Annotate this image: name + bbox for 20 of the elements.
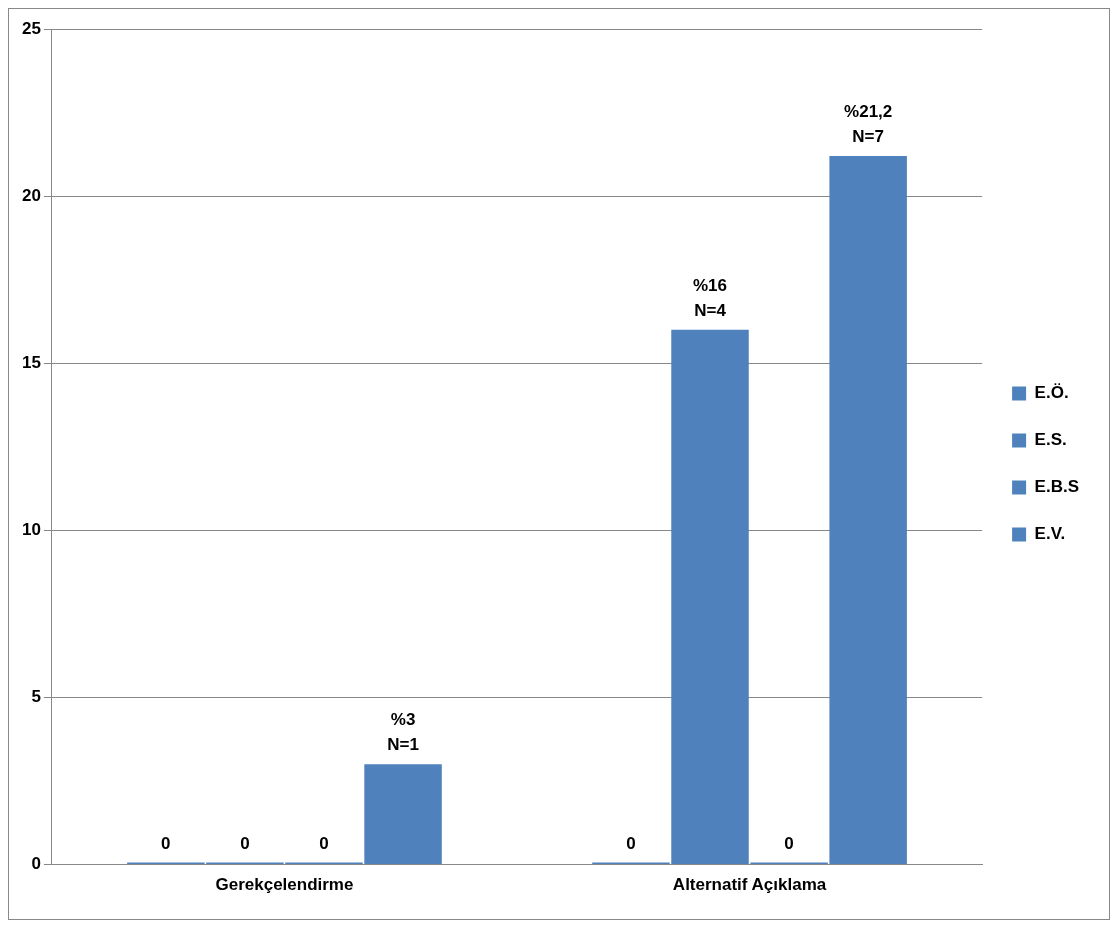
x-tick-label: Alternatif Açıklama: [672, 875, 827, 895]
y-tick-label: 5: [31, 687, 41, 707]
data-label: 0: [784, 833, 794, 853]
data-label: 0: [240, 833, 250, 853]
legend-label: E.Ö.: [1034, 383, 1069, 403]
x-tick-label: Gerekçelendirme: [215, 875, 354, 895]
data-label: 0: [319, 833, 329, 853]
y-tick-label: 25: [21, 18, 41, 38]
y-tick-label: 0: [31, 854, 41, 874]
data-label: 0: [626, 833, 636, 853]
y-tick-label: 15: [21, 352, 41, 372]
data-label: %3 N=1: [387, 710, 419, 755]
data-label: %16 N=4: [693, 275, 728, 320]
legend-label: E.B.S: [1034, 477, 1080, 497]
data-label: %21,2 N=7: [844, 102, 893, 147]
legend-label: E.S.: [1034, 430, 1067, 450]
y-tick-label: 10: [21, 520, 41, 540]
y-tick-label: 20: [21, 185, 41, 205]
data-label: 0: [161, 833, 171, 853]
legend-label: E.V.: [1034, 524, 1066, 544]
